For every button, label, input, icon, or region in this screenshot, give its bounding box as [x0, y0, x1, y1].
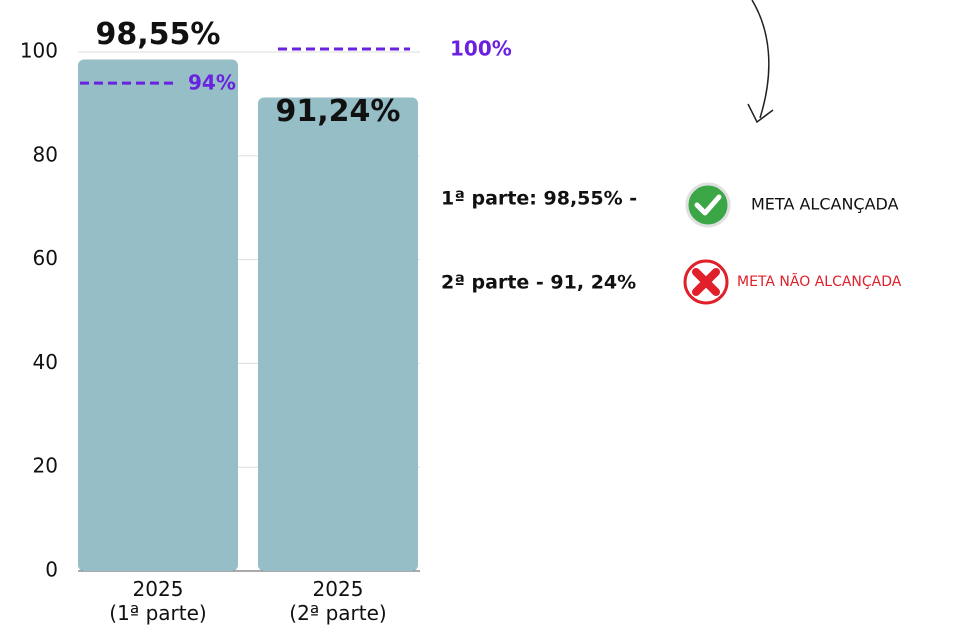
bar [258, 97, 418, 571]
note-status: META ALCANÇADA [751, 195, 899, 214]
y-tick-label: 20 [33, 454, 58, 478]
y-tick-label: 40 [33, 350, 58, 374]
target-label: 100% [450, 37, 512, 61]
data-label: 91,24% [276, 94, 401, 129]
y-tick-label: 80 [33, 142, 58, 166]
x-tick-label: 2025 (2ª parte) [289, 577, 386, 625]
note-status: META NÃO ALCANÇADA [737, 273, 902, 290]
y-tick-label: 60 [33, 246, 58, 270]
y-tick-label: 100 [20, 39, 58, 63]
arrow [751, 0, 770, 119]
note-text: 2ª parte - 91, 24% [441, 272, 636, 294]
bar [78, 59, 238, 571]
data-label: 98,55% [96, 17, 221, 52]
target-label: 94% [188, 71, 236, 95]
cross-icon [683, 259, 729, 305]
y-tick-label: 0 [45, 558, 58, 582]
note-text: 1ª parte: 98,55% - [441, 188, 637, 210]
x-tick-label: 2025 (1ª parte) [109, 577, 206, 625]
arrow-head [747, 103, 774, 124]
check-icon [685, 182, 731, 228]
